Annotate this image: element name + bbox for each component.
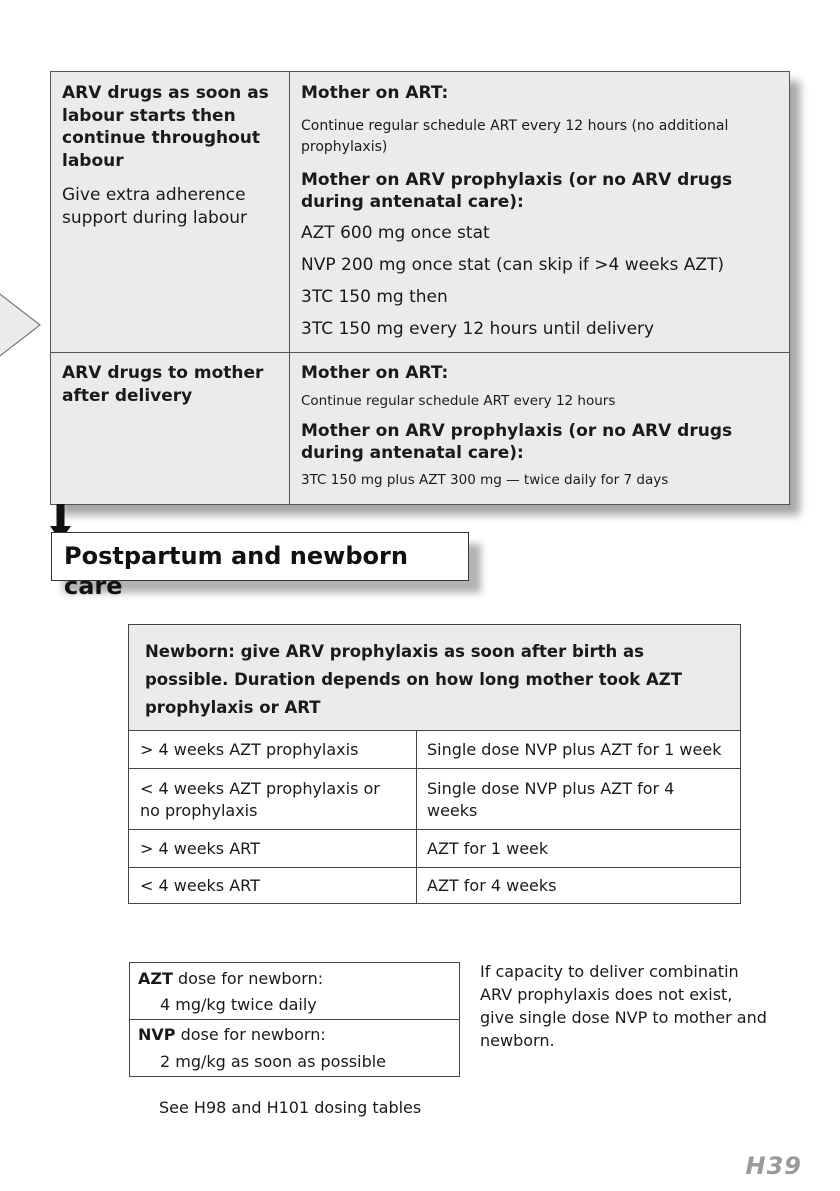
azt-dose-caption: dose for newborn: <box>172 969 324 988</box>
mother-on-art-text: Continue regular schedule ART every 12 h… <box>301 392 616 409</box>
nvp-drug-name: NVP <box>138 1025 176 1044</box>
nvp-dose-caption: dose for newborn: <box>175 1025 326 1044</box>
mother-condition-cell: > 4 weeks AZT prophylaxis <box>140 740 359 759</box>
newborn-regimen-cell: AZT for 4 weeks <box>427 876 557 895</box>
cell-divider <box>416 731 417 768</box>
dosing-table-reference: See H98 and H101 dosing tables <box>159 1098 422 1117</box>
newborn-regimen-cell: Single dose NVP plus AZT for 4 weeks <box>427 779 675 820</box>
azt-dose-row: AZT dose for newborn: 4 mg/kg twice dail… <box>130 963 459 1020</box>
mother-condition-cell: > 4 weeks ART <box>140 839 260 858</box>
newborn-prophylaxis-table: Newborn: give ARV prophylaxis as soon af… <box>128 624 741 904</box>
azt-dose-label: AZT dose for newborn: <box>138 968 323 990</box>
capacity-note: If capacity to deliver combinatin ARV pr… <box>480 962 767 1050</box>
newborn-label: Newborn: <box>145 642 235 661</box>
row-divider <box>51 352 789 353</box>
cell-divider <box>416 769 417 829</box>
azt-drug-name: AZT <box>138 969 173 988</box>
nvp-dose-label: NVP dose for newborn: <box>138 1024 326 1046</box>
mother-on-art-heading: Mother on ART: <box>301 363 449 383</box>
section-title: Postpartum and newborn care <box>64 542 408 600</box>
mother-on-prophylaxis-heading: Mother on ARV prophylaxis (or no ARV dru… <box>301 169 733 213</box>
labour-row-content-cell: Mother on ART: Continue regular schedule… <box>301 82 781 340</box>
newborn-dose-box: AZT dose for newborn: 4 mg/kg twice dail… <box>129 962 460 1077</box>
dose-line: 3TC 150 mg every 12 hours until delivery <box>301 318 655 339</box>
cell-divider <box>416 868 417 904</box>
cell-divider <box>416 830 417 867</box>
dose-line: AZT 600 mg once stat <box>301 222 490 243</box>
newborn-regimen-cell: Single dose NVP plus AZT for 1 week <box>427 740 722 759</box>
azt-dose-value: 4 mg/kg twice daily <box>160 995 317 1014</box>
newborn-table-header: Newborn: give ARV prophylaxis as soon af… <box>129 625 740 731</box>
mother-on-art-heading: Mother on ART: <box>301 83 449 103</box>
nvp-dose-row: NVP dose for newborn: 2 mg/kg as soon as… <box>130 1020 459 1077</box>
page-number: H39 <box>745 1152 802 1180</box>
labour-arv-table: ARV drugs as soon as labour starts then … <box>50 71 790 505</box>
dose-line: 3TC 150 mg then <box>301 286 448 307</box>
mother-condition-cell: < 4 weeks ART <box>140 876 260 895</box>
nvp-dose-value: 2 mg/kg as soon as possible <box>160 1052 387 1071</box>
after-delivery-label-cell: ARV drugs to mother after delivery <box>62 362 284 407</box>
labour-row-note: Give extra adherence support during labo… <box>62 185 248 228</box>
dose-line: NVP 200 mg once stat (can skip if >4 wee… <box>301 254 724 275</box>
table-row: > 4 weeks AZT prophylaxis Single dose NV… <box>129 731 740 769</box>
mother-on-art-text: Continue regular schedule ART every 12 h… <box>301 117 729 155</box>
mother-on-prophylaxis-heading: Mother on ARV prophylaxis (or no ARV dru… <box>301 420 733 464</box>
newborn-regimen-cell: AZT for 1 week <box>427 839 549 858</box>
newborn-table-header-text: Newborn: give ARV prophylaxis as soon af… <box>145 638 715 722</box>
postpartum-dose-text: 3TC 150 mg plus AZT 300 mg — twice daily… <box>301 471 669 488</box>
labour-row-label-cell: ARV drugs as soon as labour starts then … <box>62 82 284 230</box>
labour-row-title: ARV drugs as soon as labour starts then … <box>62 83 269 171</box>
after-delivery-content-cell: Mother on ART: Continue regular schedule… <box>301 362 781 490</box>
table-row: > 4 weeks ART AZT for 1 week <box>129 830 740 868</box>
after-delivery-title: ARV drugs to mother after delivery <box>62 363 264 406</box>
mother-condition-cell: < 4 weeks AZT prophylaxis or no prophyla… <box>140 779 380 820</box>
table-row: < 4 weeks ART AZT for 4 weeks <box>129 868 740 904</box>
table-row: < 4 weeks AZT prophylaxis or no prophyla… <box>129 769 740 830</box>
section-pointer-icon <box>0 293 41 357</box>
newborn-header-description: give ARV prophylaxis as soon after birth… <box>145 642 683 717</box>
section-heading-box: Postpartum and newborn care <box>51 532 469 600</box>
column-divider <box>289 72 290 504</box>
